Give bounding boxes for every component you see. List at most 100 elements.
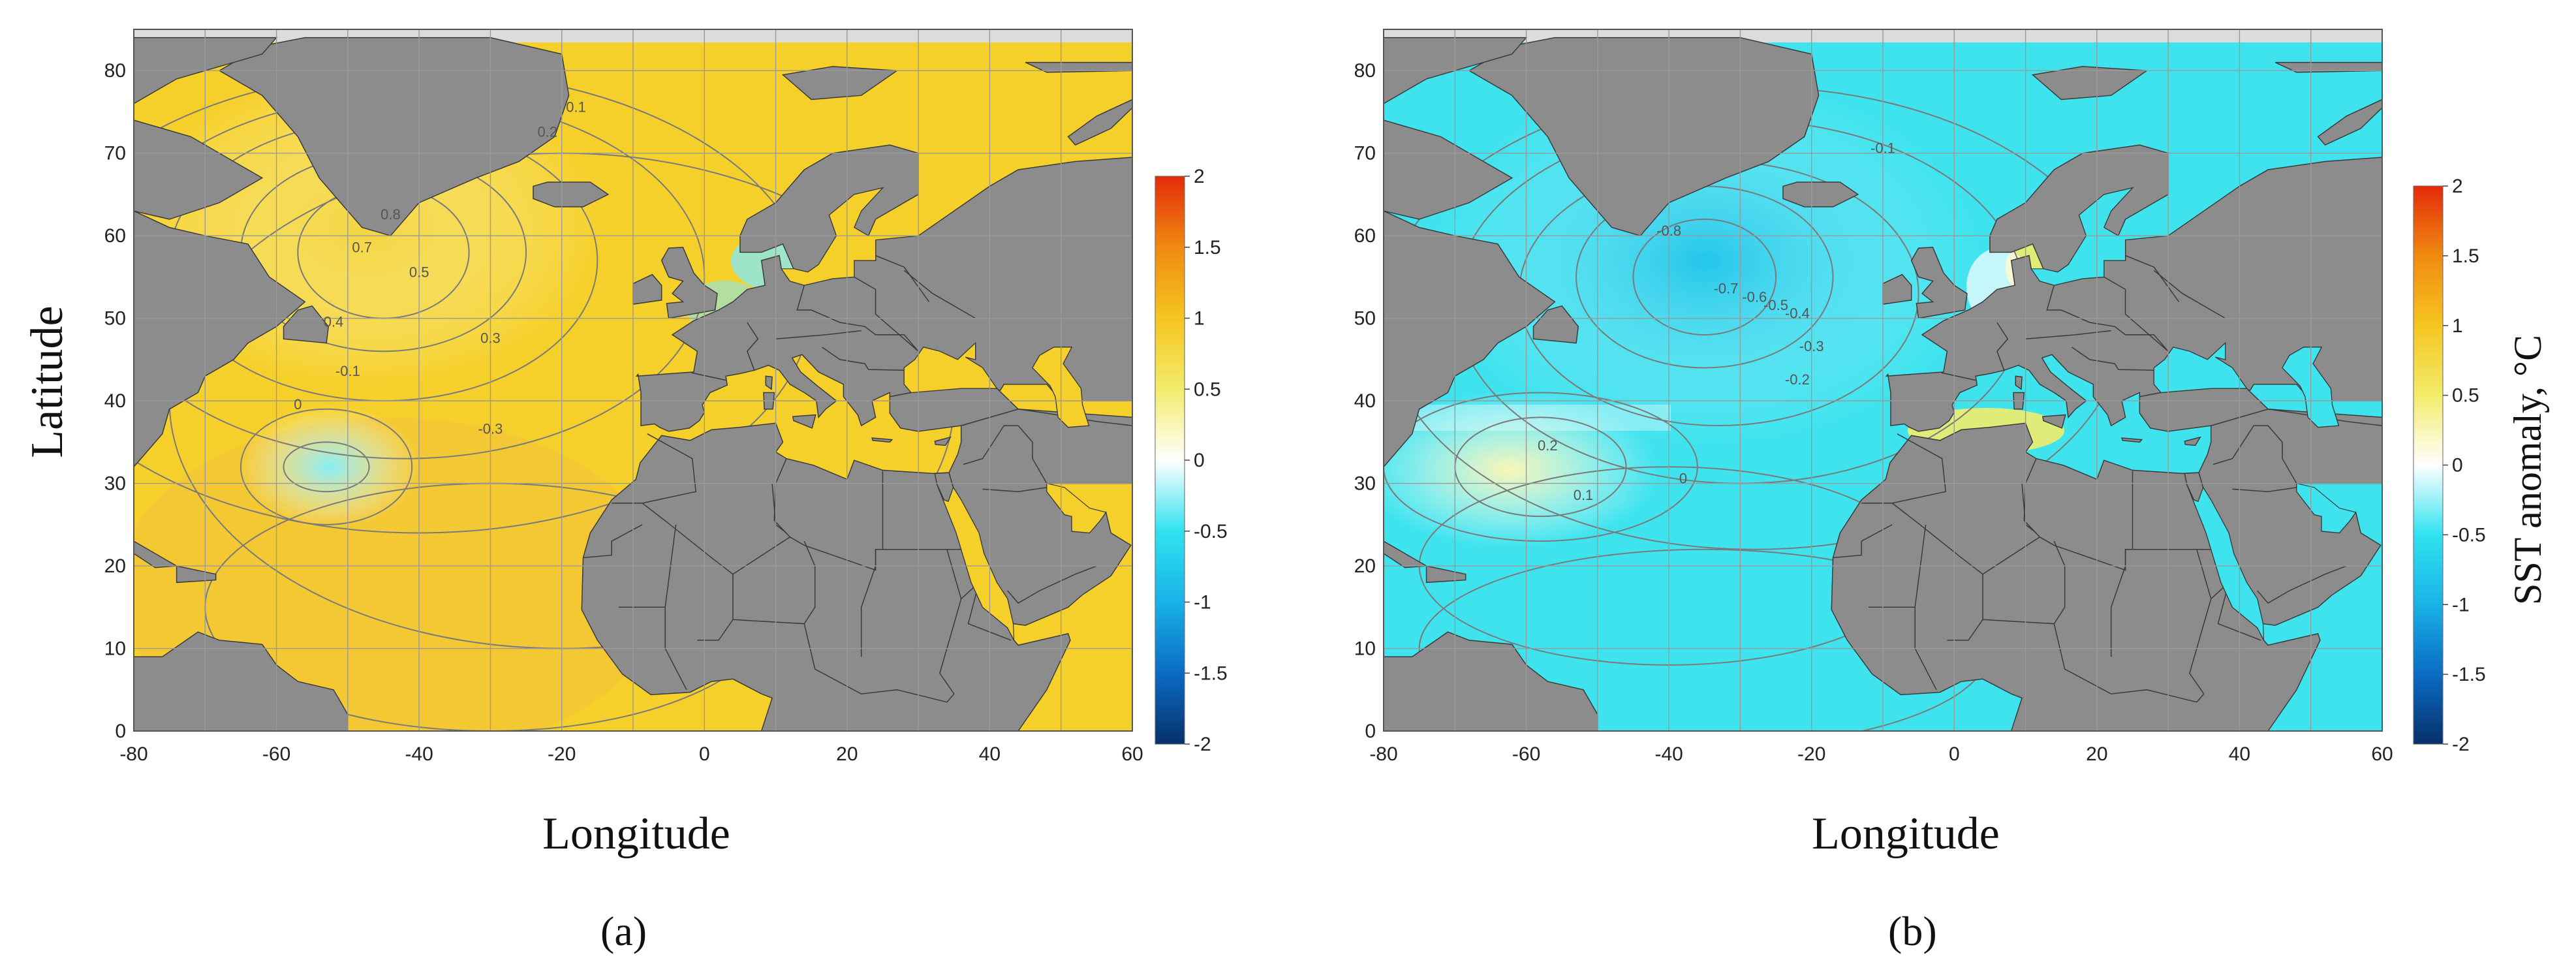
land-masses	[1376, 37, 2382, 731]
sea-baltic	[781, 187, 919, 286]
x-tick-label: -60	[1512, 743, 1540, 765]
land-uk	[1910, 247, 1968, 319]
colorbar-tick-label: -0.5	[2452, 524, 2486, 546]
land-franzjosef	[1025, 61, 1132, 73]
contour-label: -0.1	[335, 363, 360, 379]
colorbar	[1155, 176, 1185, 745]
map-a-svg: 0.8 0.7 0.5 0.4 0.3 0.2 0.1 0 -0.1 -0.3 -80 -60 -40…	[22, 29, 1228, 859]
country-border	[775, 330, 861, 340]
y-tick-label: 40	[104, 390, 126, 412]
colorbar-tick-label: -1	[1194, 592, 1211, 614]
x-tick-label: -60	[262, 743, 290, 765]
country-border	[1833, 524, 1893, 559]
x-tick-label: 0	[699, 743, 710, 765]
colorbar-tick-label: -1	[2452, 594, 2470, 615]
y-tick-label: 60	[1354, 225, 1376, 247]
country-border	[1861, 433, 1947, 504]
contour-label: 0.3	[480, 330, 501, 347]
sea-persiangulf	[1046, 482, 1107, 534]
y-tick-label: 20	[1354, 555, 1376, 577]
country-border	[875, 255, 930, 302]
y-tick-label: 70	[1354, 143, 1376, 164]
colorbar-title: SST anomaly, °C	[2506, 335, 2549, 605]
y-tick-label: 80	[1354, 60, 1376, 82]
grid-lines	[134, 29, 1132, 731]
country-border	[1017, 425, 1047, 484]
colorbar-tick-label: -1.5	[2452, 664, 2486, 685]
sea-baltic	[2030, 187, 2169, 286]
country-border	[963, 425, 1019, 465]
x-tick-label: -40	[405, 743, 433, 765]
country-border	[982, 487, 1047, 492]
y-tick-label: 30	[104, 473, 126, 495]
land-crete	[871, 437, 893, 443]
land-southAm	[1384, 631, 1598, 731]
contour-line	[1632, 218, 1777, 335]
x-tick-label: 20	[2086, 743, 2107, 765]
y-axis-title: Latitude	[22, 305, 72, 458]
land-crete	[2121, 437, 2143, 443]
country-border	[2053, 540, 2066, 625]
contour-label: 0.2	[1538, 437, 1558, 454]
colorbar-tick-label: 0.5	[2452, 385, 2479, 407]
sea-redsea	[2186, 484, 2265, 641]
y-tick-label: 10	[1354, 638, 1376, 660]
land-cyprus	[2184, 436, 2201, 446]
country-border	[747, 322, 759, 371]
land-svalbard	[2031, 66, 2149, 101]
y-tick-label: 50	[1354, 308, 1376, 330]
x-tick-label: -20	[1797, 743, 1825, 765]
contour-label: 0	[1679, 471, 1687, 487]
country-border	[583, 524, 643, 559]
colorbar-tick-label: -0.5	[1194, 521, 1228, 542]
country-border	[822, 347, 905, 371]
country-border	[1947, 574, 1983, 641]
panel-label-a: (a)	[600, 908, 647, 954]
contour-label: 0.2	[538, 123, 558, 140]
y-tick-label: 10	[104, 638, 126, 660]
grid-lines	[1384, 29, 2382, 731]
contour-labels: -0.8 -0.7-0.6-0.5-0.4 -0.3 -0.2 -0.1 0 0.1 0.2	[1538, 140, 1895, 503]
country-border	[2103, 276, 2169, 352]
y-tick-labels: 0 10 20 30 40 50 60 70 80	[104, 60, 126, 742]
country-border	[2072, 347, 2154, 371]
country-border	[1996, 322, 2009, 371]
land-southAm	[134, 631, 349, 731]
y-tick-labels: 0 10 20 30 40 50 60 70 80	[1354, 60, 1376, 742]
country-border	[691, 372, 726, 381]
x-tick-label: -40	[1654, 743, 1683, 765]
land-corsica	[765, 375, 773, 390]
land-florida	[1376, 467, 1384, 525]
sea-blacksea	[2153, 342, 2248, 394]
country-border	[2257, 565, 2347, 604]
country-border	[903, 270, 976, 319]
country-border	[2267, 425, 2297, 484]
land-svalbard	[781, 66, 899, 101]
colorbar-ticks: 2 1.5 1 0.5 0 -0.5 -1 -1.5 -2	[2443, 176, 2486, 755]
country-border	[2025, 330, 2111, 340]
colorbar-tick-label: 2	[1194, 166, 1205, 187]
panel-a: 0.8 0.7 0.5 0.4 0.3 0.2 0.1 0 -0.1 -0.3 -80 -60 -40…	[22, 29, 1228, 954]
x-tick-labels: -80 -60 -40 -20 0 20 40 60	[1369, 743, 2393, 765]
y-tick-label: 0	[115, 721, 126, 742]
plot-frame	[1383, 29, 2383, 732]
contour-label: -0.3	[478, 421, 503, 437]
colorbar-tick-label: 2	[2452, 176, 2463, 197]
y-tick-label: 30	[1354, 473, 1376, 495]
sea-redsea	[937, 484, 1015, 641]
land-iceland	[1782, 181, 1859, 208]
contour-label: -0.5	[1763, 297, 1788, 313]
warm-anomaly-subtropics	[1384, 392, 1660, 548]
y-tick-label: 70	[104, 143, 126, 164]
land-cuba	[1384, 540, 1429, 569]
colorbar-tick-label: -2	[1194, 734, 1211, 755]
land-novaya	[1067, 99, 1132, 146]
x-axis-title: Longitude	[542, 809, 730, 859]
contour-label: 0.1	[1574, 487, 1594, 503]
contour-label: 0.8	[380, 206, 401, 223]
country-border	[773, 458, 790, 538]
country-border	[2153, 270, 2226, 319]
panel-label-b: (b)	[1888, 908, 1937, 954]
colorbar-tick-label: 0	[1194, 450, 1205, 471]
colorbar-tick-label: 1	[1194, 308, 1205, 330]
